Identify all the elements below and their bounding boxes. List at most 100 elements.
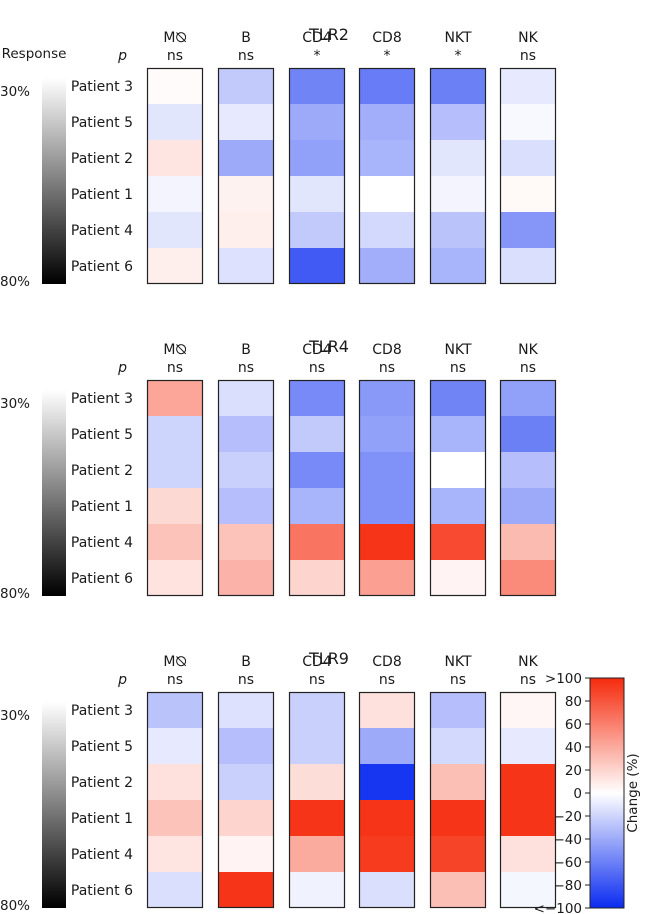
heatmap-cell: [359, 452, 415, 488]
significance-label: ns: [379, 360, 395, 376]
heatmap-cell: [500, 140, 556, 176]
panel-tlr4: TLR4 p M⦰ ns Bns CD4 ns CD8 ns NKT ns NK ns Patient 3…: [0, 337, 557, 602]
colorbar-axis-label: Change (%): [625, 753, 641, 832]
heatmap-cell: [218, 524, 274, 560]
heatmap-cell: [289, 524, 345, 560]
heatmap-cell: [430, 692, 486, 728]
colorbar-tick-label: <−100: [534, 901, 582, 914]
heatmap-cell: [500, 728, 556, 764]
heatmap-cell: [218, 140, 274, 176]
panel-title: TLR9: [308, 649, 349, 668]
heatmap-cell: [147, 380, 203, 416]
row-label: Patient 2: [71, 151, 133, 167]
significance-label: *: [314, 48, 321, 64]
response-top-label: 30%: [0, 708, 30, 724]
row-label: Patient 3: [71, 391, 133, 407]
panel-tlr2: TLR2 p M⦰ ns Bns CD4 * CD8 * NKT * NK ns Patient 3 Pat…: [0, 25, 557, 290]
heatmap-cell: [500, 380, 556, 416]
significance-label: ns: [167, 672, 183, 688]
heatmap-cell: [147, 692, 203, 728]
colorbar-tick-label: −20: [554, 809, 583, 825]
column-frame: [288, 67, 346, 285]
colorbar-gradient: [589, 677, 625, 909]
heatmap-cell: [289, 800, 345, 836]
heatmap-cell: [500, 872, 556, 908]
column-label: B: [241, 30, 251, 46]
heatmap-cell: [218, 872, 274, 908]
heatmap-cell: [218, 728, 274, 764]
row-label: Patient 5: [71, 115, 133, 131]
heatmap-cell: [430, 764, 486, 800]
heatmap-cell: [147, 764, 203, 800]
heatmap-cell: [289, 764, 345, 800]
heatmap-cell: [500, 764, 556, 800]
heatmap-cell: [218, 380, 274, 416]
heatmap-cell: [289, 248, 345, 284]
column-frame: [429, 67, 487, 285]
response-bottom-label: 80%: [0, 586, 30, 602]
heatmap-cell: [218, 836, 274, 872]
heatmap-cell: [218, 452, 274, 488]
heatmap-cell: [430, 176, 486, 212]
heatmap-cell: [500, 212, 556, 248]
heatmap-cell: [218, 176, 274, 212]
row-label: Patient 4: [71, 223, 133, 239]
heatmap-cell: [218, 800, 274, 836]
column-label: CD4: [302, 342, 332, 358]
row-label: Patient 6: [71, 571, 133, 587]
column-frame: [146, 691, 204, 909]
column-frame: [146, 67, 204, 285]
heatmap-cell: [359, 524, 415, 560]
heatmap-cell: [147, 872, 203, 908]
heatmap-cell: [500, 416, 556, 452]
heatmap-cell: [430, 452, 486, 488]
row-label: Patient 3: [71, 79, 133, 95]
heatmap-cell: [500, 836, 556, 872]
row-label: Patient 4: [71, 847, 133, 863]
heatmap-cell: [500, 248, 556, 284]
response-bottom-label: 80%: [0, 898, 30, 914]
heatmap-cell: [430, 800, 486, 836]
colorbar: >100 80 60 40 20 0 −20 −40 −60 −80 <−100 Change (%): [534, 671, 641, 914]
column-label: M⦰: [163, 654, 186, 670]
heatmap-cell: [147, 800, 203, 836]
column-label: B: [241, 342, 251, 358]
heatmap-cell: [359, 248, 415, 284]
heatmap-cell: [430, 872, 486, 908]
heatmap-cell: [289, 416, 345, 452]
heatmap-cell: [218, 212, 274, 248]
heatmap-cell: [218, 248, 274, 284]
column-label: NK: [518, 30, 538, 46]
colorbar-tick-label: >100: [545, 671, 582, 687]
significance-label: ns: [238, 360, 254, 376]
row-label: Patient 2: [71, 463, 133, 479]
heatmap-cell: [147, 212, 203, 248]
heatmap-cell: [289, 488, 345, 524]
heatmap-cell: [430, 488, 486, 524]
heatmap-cell: [147, 176, 203, 212]
p-value-label: p: [117, 48, 127, 64]
heatmap-cell: [218, 692, 274, 728]
row-label: Patient 1: [71, 499, 133, 515]
heatmap-cell: [359, 380, 415, 416]
heatmap-cell: [289, 104, 345, 140]
response-bottom-label: 80%: [0, 274, 30, 290]
heatmap-cell: [430, 68, 486, 104]
row-label: Patient 6: [71, 259, 133, 275]
heatmap-cell: [218, 488, 274, 524]
colorbar-tick-label: 60: [565, 717, 582, 733]
panel-title: TLR4: [308, 337, 349, 356]
row-label: Patient 4: [71, 535, 133, 551]
heatmap-cell: [430, 104, 486, 140]
heatmap-cell: [147, 728, 203, 764]
heatmap-cell: [359, 68, 415, 104]
column-label: NKT: [444, 342, 472, 358]
heatmap-cell: [359, 836, 415, 872]
heatmap-cell: [430, 248, 486, 284]
heatmap-cell: [359, 140, 415, 176]
response-gradient-bar: [42, 702, 66, 908]
heatmap-cell: [500, 176, 556, 212]
colorbar-tick-label: 80: [565, 694, 582, 710]
heatmap-cell: [147, 140, 203, 176]
